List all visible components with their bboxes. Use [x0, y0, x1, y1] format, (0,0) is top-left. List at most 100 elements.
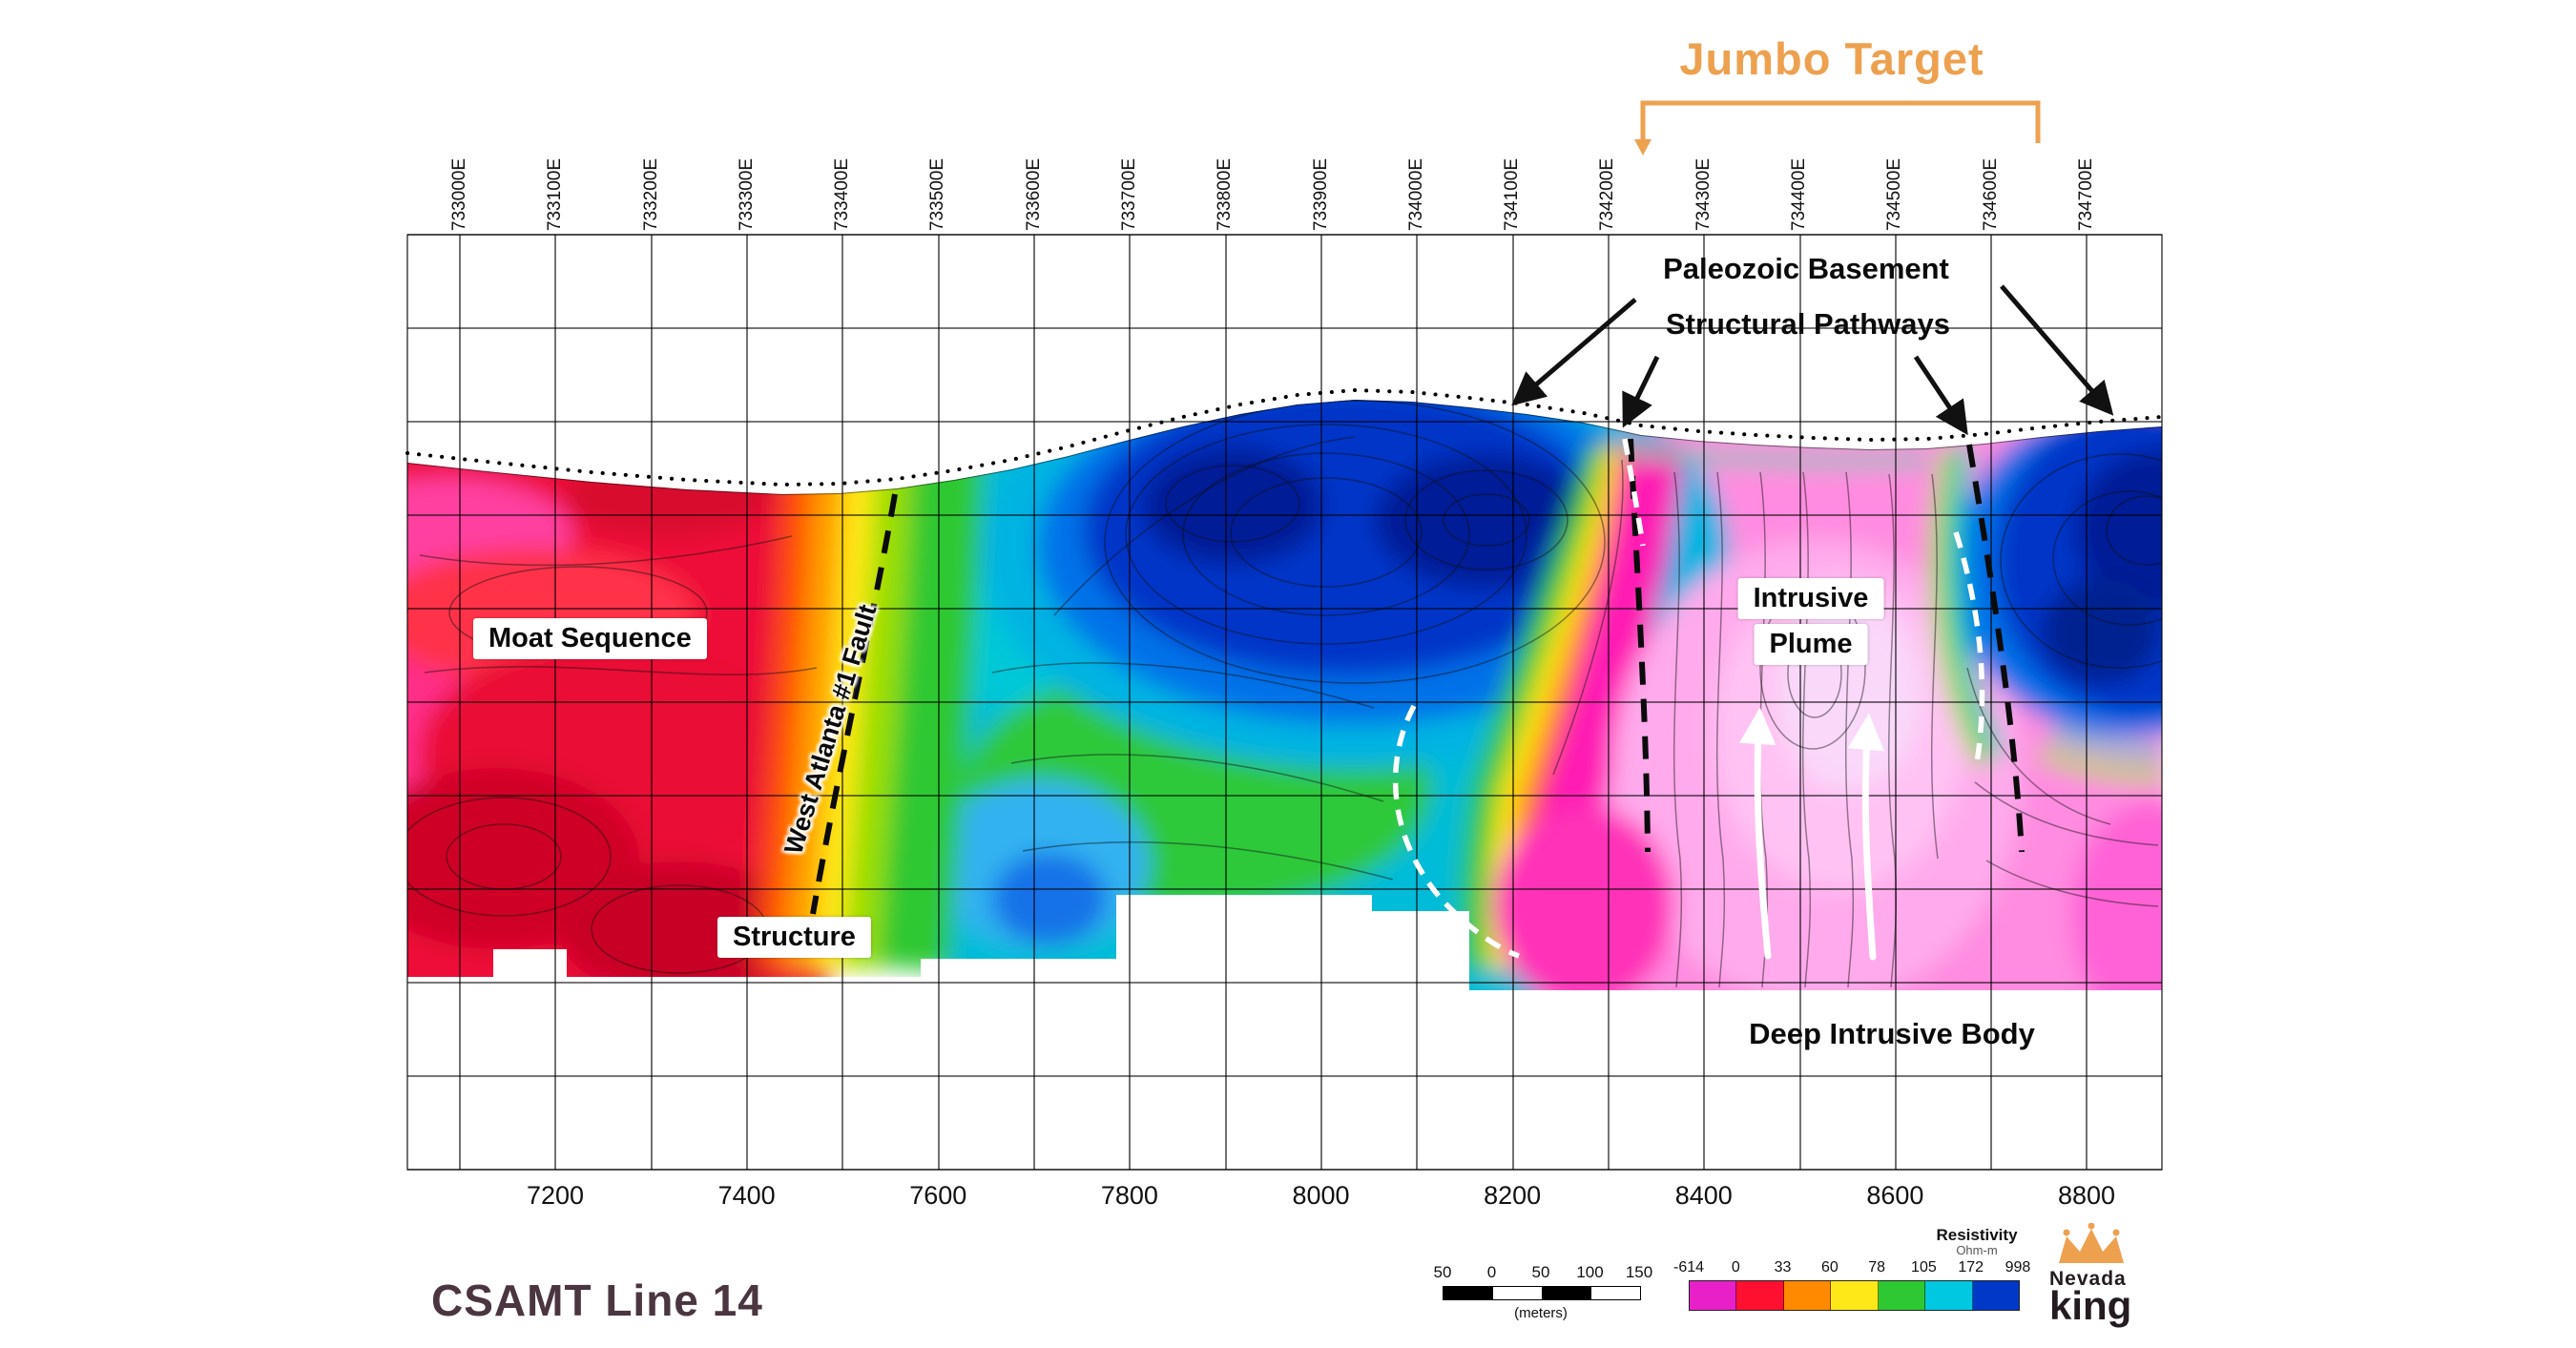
figure-title: CSAMT Line 14 [431, 1275, 763, 1325]
legend-values: -614 0 33 60 78 105 172 998 [1670, 1259, 2037, 1276]
top-axis: 733000E 733100E 733200E 733300E 733400E … [446, 132, 2101, 231]
top-axis-label: 734400E [1788, 157, 1809, 231]
top-axis-label: 734600E [1980, 157, 2001, 231]
scale-bar-segment [1444, 1287, 1493, 1299]
scale-bar-ticks: 50 0 50 100 150 [1423, 1263, 1658, 1282]
scale-bar-segment [1542, 1287, 1592, 1299]
legend-value: 33 [1774, 1259, 1792, 1275]
scale-bar-tick: 150 [1625, 1263, 1653, 1281]
legend-units: Ohm-m [1956, 1242, 1998, 1257]
top-axis-tick: 733000E [446, 158, 474, 231]
grid-lines [406, 234, 2163, 1171]
west-atlanta-fault-line [810, 493, 898, 915]
plume-flow-arrows [1739, 707, 1885, 961]
legend-value: 998 [2005, 1259, 2031, 1275]
legend-title-block: Resistivity Ohm-m [1936, 1227, 2017, 1256]
bottom-axis-label: 7200 [526, 1181, 585, 1210]
top-axis-tick: 733200E [637, 158, 666, 231]
intrusive-label-line2: Plume [1754, 624, 1868, 665]
top-axis-tick: 734400E [1785, 158, 1814, 231]
top-axis-tick: 734700E [2072, 158, 2101, 231]
top-axis-tick: 733500E [924, 158, 952, 231]
legend-value: 60 [1820, 1259, 1839, 1275]
top-axis-tick: 733300E [733, 158, 761, 231]
annotation-arrows [1511, 284, 2114, 436]
paleozoic-basement-label: Paleozoic Basement [1663, 252, 1949, 285]
top-axis-label: 734200E [1597, 157, 1618, 231]
bottom-axis-label: 8200 [1484, 1181, 1542, 1210]
legend-title: Resistivity [1936, 1226, 2018, 1244]
topography-dotted-line [405, 387, 2164, 487]
nevada-king-logo: Nevada king [2049, 1222, 2164, 1328]
bottom-axis-label: 7800 [1100, 1181, 1158, 1210]
legend-value: 172 [1958, 1259, 1984, 1275]
top-axis-label: 733700E [1118, 157, 1139, 231]
scale-bar [1443, 1286, 1641, 1300]
top-axis-tick: 734300E [1690, 158, 1718, 231]
bottom-axis-label: 8600 [1866, 1181, 1924, 1210]
legend-color-segment [1783, 1281, 1832, 1310]
top-axis-label: 733500E [927, 157, 948, 231]
legend-value: -614 [1672, 1259, 1705, 1275]
bottom-axis: 7200 7400 7600 7800 8000 8200 8400 8600 … [498, 1181, 2144, 1211]
bottom-axis-label: 8000 [1292, 1181, 1350, 1210]
top-axis-tick: 733100E [541, 158, 570, 231]
top-axis-tick: 733400E [828, 158, 857, 231]
top-axis-tick: 733700E [1115, 158, 1144, 231]
top-axis-label: 734300E [1693, 157, 1714, 231]
top-axis-label: 733100E [545, 157, 566, 231]
scale-bar-segment [1591, 1287, 1640, 1299]
top-axis-label: 733400E [832, 157, 853, 231]
bottom-axis-label: 7400 [717, 1181, 776, 1210]
intrusive-label-line1: Intrusive [1737, 578, 1884, 619]
scale-bar-tick: 50 [1531, 1263, 1550, 1281]
top-axis-tick: 734000E [1402, 158, 1431, 231]
bottom-axis-label: 8800 [2057, 1181, 2116, 1210]
top-axis-tick: 733600E [1020, 158, 1049, 231]
bottom-axis-label: 7600 [909, 1181, 967, 1210]
structural-pathways-label: Structural Pathways [1665, 307, 1951, 341]
structure-label: Structure [717, 917, 871, 958]
crown-icon [2059, 1222, 2124, 1263]
scale-bar-segment [1492, 1287, 1543, 1299]
top-axis-label: 734700E [2075, 157, 2096, 231]
scale-bar-tick: 100 [1576, 1263, 1604, 1281]
jumbo-target-bracket [1634, 100, 2041, 156]
legend-color-bar [1689, 1280, 2020, 1311]
logo-brand-name: king [2049, 1283, 2132, 1328]
legend-value: 0 [1731, 1259, 1740, 1275]
intrusion-boundary-dashed [1392, 438, 1985, 959]
legend-color-segment [1878, 1281, 1926, 1310]
jumbo-target-label: Jumbo Target [1679, 33, 1984, 84]
top-axis-tick: 734600E [1977, 158, 2005, 231]
scale-bar-tick: 0 [1486, 1263, 1497, 1281]
legend-value: 105 [1911, 1259, 1937, 1275]
top-axis-label: 733200E [640, 157, 661, 231]
legend-value: 78 [1868, 1259, 1886, 1275]
top-axis-tick: 734500E [1880, 158, 1909, 231]
top-axis-tick: 734200E [1593, 158, 1622, 231]
scale-bar-tick: 50 [1433, 1263, 1452, 1281]
contour-lines [407, 400, 2162, 988]
logo-company-name: Nevada [2049, 1268, 2127, 1290]
top-axis-label: 733900E [1310, 157, 1331, 231]
top-axis-tick: 733800E [1211, 158, 1239, 231]
top-axis-label: 733300E [736, 157, 757, 231]
scale-bar-units: (meters) [1514, 1305, 1568, 1321]
legend-color-segment [1831, 1281, 1879, 1310]
top-axis-label: 734500E [1884, 157, 1905, 231]
top-axis-label: 734000E [1405, 157, 1426, 231]
top-axis-label: 734100E [1502, 157, 1523, 231]
top-axis-label: 733600E [1023, 157, 1044, 231]
top-axis-label: 733000E [449, 157, 469, 231]
legend-color-segment [1736, 1281, 1784, 1310]
bottom-axis-label: 8400 [1674, 1181, 1733, 1210]
top-axis-tick: 733900E [1307, 158, 1336, 231]
intrusive-plume-label: Intrusive Plume [1737, 578, 1884, 665]
legend-color-segment [1925, 1281, 1973, 1310]
deep-intrusive-body-label: Deep Intrusive Body [1749, 1017, 2035, 1050]
structural-pathway-fault-right [1966, 444, 2025, 853]
top-axis-label: 733800E [1215, 157, 1236, 231]
legend-color-segment [1690, 1281, 1737, 1310]
